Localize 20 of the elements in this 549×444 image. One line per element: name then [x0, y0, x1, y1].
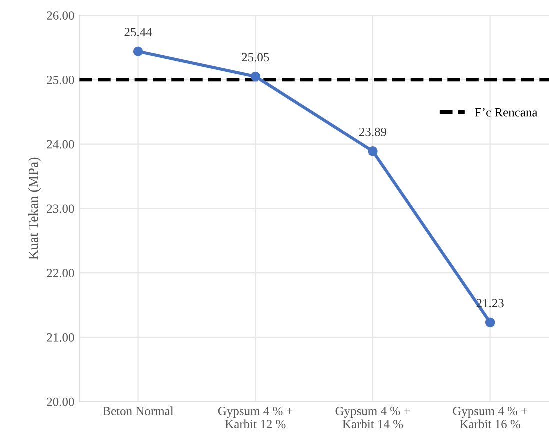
y-tick-label: 25.00 [47, 76, 74, 84]
y-tick-label: 24.00 [47, 140, 74, 149]
y-tick-label: 26.00 [47, 12, 74, 20]
x-tick-label: Gypsum 4 % + Karbit 14 % [336, 407, 410, 429]
y-tick-label: 23.00 [47, 204, 74, 214]
point [133, 46, 144, 56]
y-tick-label: 22.00 [47, 269, 74, 278]
point [250, 72, 260, 82]
data-label: 25.44 [124, 28, 152, 37]
data-label: 23.89 [359, 128, 387, 136]
legend-label: F’c Rencana [475, 108, 538, 117]
x-tick-label: Beton Normal [103, 406, 174, 416]
data-label: 25.05 [242, 53, 270, 62]
point [485, 318, 496, 328]
y-tick-label: 21.00 [47, 333, 74, 342]
y-axis-title: Kuat Tekan (MPa) [28, 158, 42, 260]
x-tick-label: Gypsum 4 % + Karbit 12 % [218, 407, 293, 429]
y-tick-label: 20.00 [47, 398, 74, 406]
x-tick-label: Gypsum 4 % + Karbit 16 % [453, 407, 528, 429]
point [368, 146, 378, 156]
